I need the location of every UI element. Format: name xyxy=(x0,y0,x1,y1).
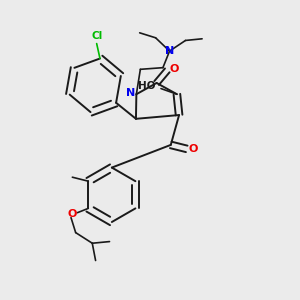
Text: O: O xyxy=(169,64,178,74)
Text: Cl: Cl xyxy=(91,31,102,41)
Text: O: O xyxy=(67,209,76,219)
Text: O: O xyxy=(189,144,198,154)
Text: N: N xyxy=(165,46,174,56)
Text: N: N xyxy=(126,88,135,98)
Text: HO: HO xyxy=(138,81,156,91)
